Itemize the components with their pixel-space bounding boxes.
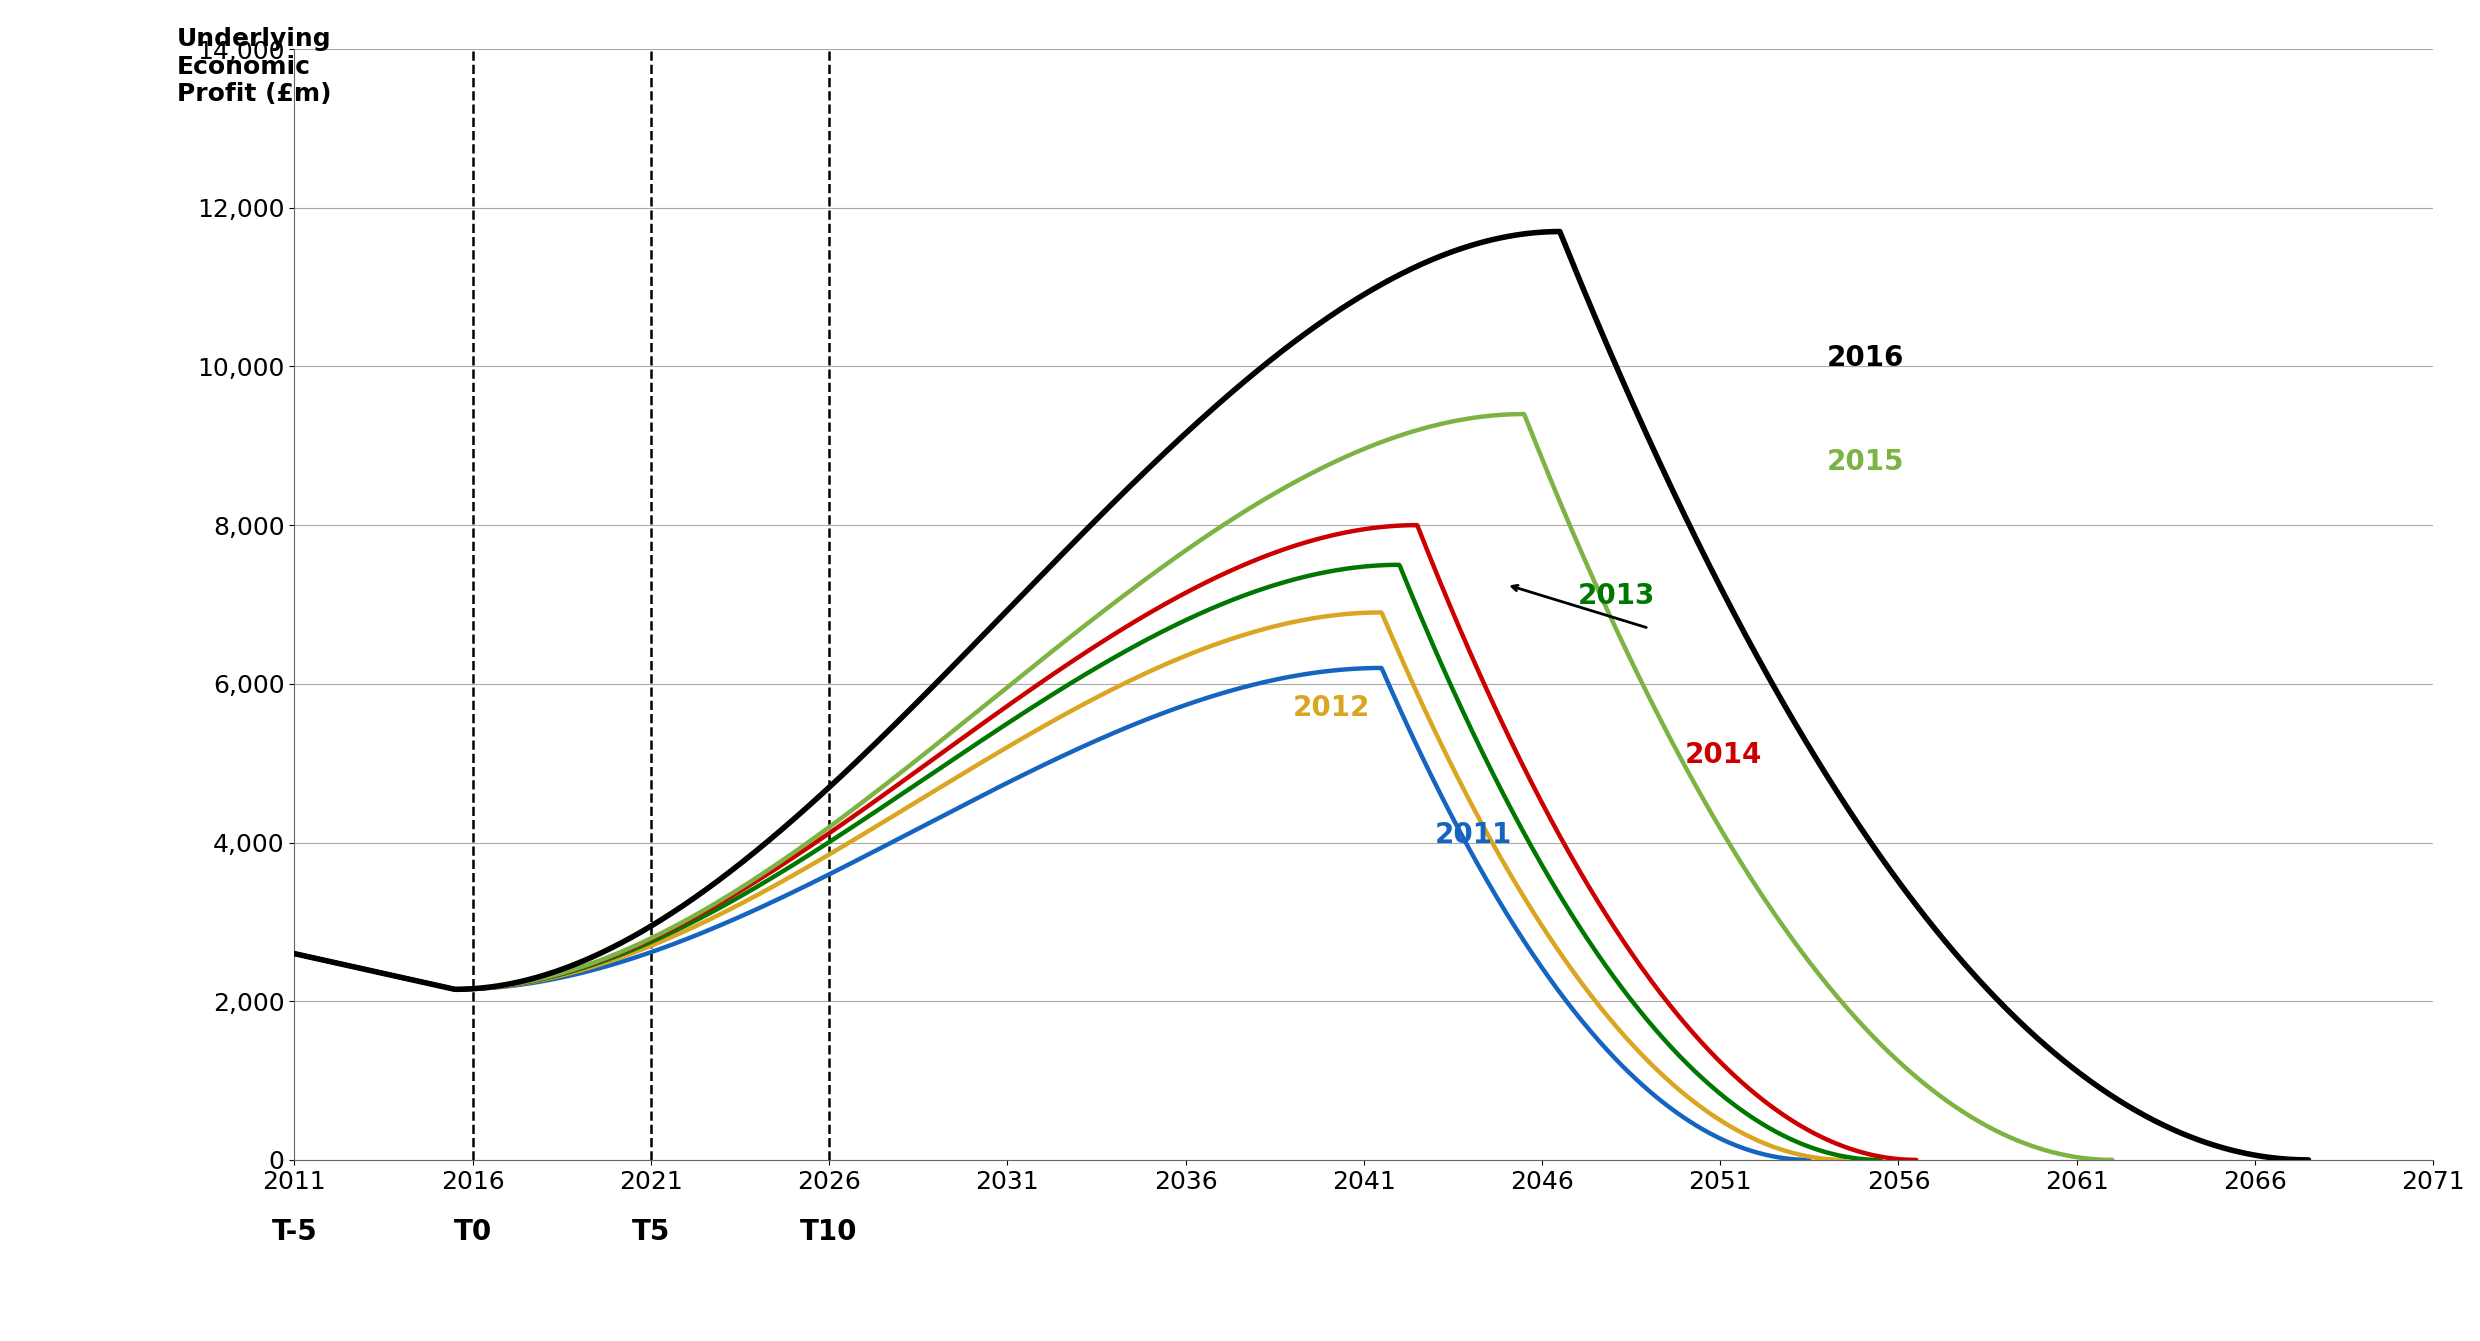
Text: Underlying
Economic
Profit (£m): Underlying Economic Profit (£m) [176,27,332,106]
Text: 2013: 2013 [1577,582,1654,610]
Text: 2012: 2012 [1292,693,1369,721]
Text: 2015: 2015 [1828,448,1905,476]
Text: 2014: 2014 [1684,742,1761,770]
Text: 2011: 2011 [1436,821,1513,849]
Text: 2016: 2016 [1828,345,1905,373]
